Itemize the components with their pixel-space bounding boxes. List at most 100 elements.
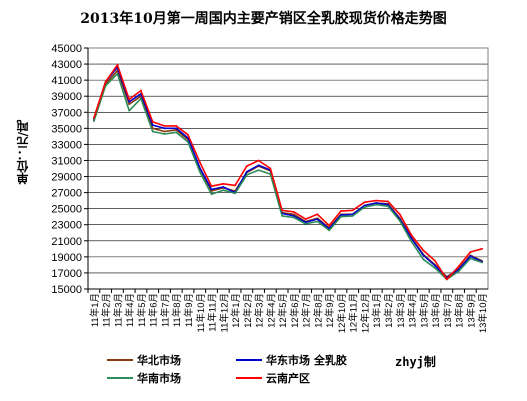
data-point-1 (292, 214, 295, 217)
x-tick-label: 12年7月 (301, 293, 313, 328)
x-tick-label: 12年1月 (230, 293, 242, 328)
data-point-2 (128, 109, 131, 112)
data-point-2 (410, 240, 413, 243)
y-tick-label: 43000 (51, 59, 82, 71)
data-point-3 (316, 213, 319, 216)
x-tick-label: 12年6月 (289, 293, 301, 328)
data-point-2 (269, 173, 272, 176)
data-point-3 (128, 98, 131, 101)
data-point-3 (398, 213, 401, 216)
data-point-2 (316, 220, 319, 223)
legend-label-north: 华北市场 (137, 354, 181, 367)
data-point-3 (257, 159, 260, 162)
data-point-1 (469, 255, 472, 257)
x-tick-label: 13年1月 (371, 293, 383, 328)
data-point-0 (128, 103, 131, 106)
data-point-3 (292, 210, 295, 213)
y-tick-label: 41000 (51, 75, 82, 87)
data-point-2 (198, 170, 201, 173)
y-tick-label: 25000 (51, 204, 82, 216)
y-tick-label: 27000 (51, 188, 82, 200)
data-point-0 (292, 213, 295, 216)
data-point-1 (257, 164, 260, 167)
data-point-3 (410, 234, 413, 237)
chart-title: 2013年10月第一周国内主要产销区全乳胶现货价格走势图 (80, 11, 447, 27)
data-point-3 (434, 259, 436, 262)
data-point-3 (92, 116, 95, 119)
data-point-3 (457, 265, 460, 268)
x-tick-label: 11年9月 (183, 293, 195, 327)
data-point-1 (387, 203, 389, 206)
data-point-3 (151, 121, 154, 123)
data-point-3 (351, 209, 354, 212)
data-point-3 (175, 125, 178, 127)
x-tick-label: 12年2月 (242, 293, 254, 328)
data-point-2 (422, 258, 425, 261)
data-point-2 (140, 97, 142, 100)
data-point-2 (340, 215, 342, 218)
x-tick-label: 13年6月 (430, 293, 442, 328)
data-point-1 (316, 218, 319, 221)
x-tick-label: 13年3月 (395, 293, 407, 328)
data-point-3 (245, 165, 248, 167)
y-tick-label: 33000 (51, 139, 82, 151)
data-point-2 (245, 174, 248, 176)
grid-layer (88, 47, 488, 290)
x-tick-label: 13年2月 (383, 293, 395, 328)
data-point-3 (140, 89, 142, 92)
data-point-2 (281, 214, 284, 217)
data-point-2 (375, 203, 378, 206)
axis-layer: 45000 43000 41000 39000 37000 35000 33000 31000… (51, 43, 489, 333)
legend-label-east: 华东市场 全乳胶 (266, 354, 347, 367)
y-tick-label: 21000 (51, 236, 82, 248)
y-tick-label: 17000 (51, 268, 82, 280)
data-point-2 (257, 169, 260, 172)
x-tick-label: 12年8月 (312, 293, 324, 328)
data-point-2 (163, 133, 166, 135)
x-tick-label: 12年5月 (277, 293, 289, 328)
x-tick-label: 13年9月 (465, 293, 477, 328)
data-point-3 (269, 167, 272, 170)
y-tick-label: 37000 (51, 107, 82, 119)
data-point-3 (469, 251, 472, 253)
plot-frame (87, 47, 489, 290)
x-tick-label: 13年5月 (418, 293, 430, 328)
data-point-2 (387, 205, 389, 208)
x-tick-label: 13年7月 (442, 293, 454, 328)
x-tick-label: 12年11月 (348, 293, 360, 332)
x-tick-label: 11年11月 (207, 293, 219, 332)
data-point-3 (387, 200, 389, 203)
data-point-3 (116, 63, 119, 66)
y-tick-label: 23000 (51, 220, 82, 232)
y-tick-label: 29000 (51, 172, 82, 184)
data-point-3 (363, 201, 366, 204)
legend-item-north: 华北市场 (107, 352, 181, 368)
data-point-2 (151, 130, 154, 133)
data-point-3 (328, 224, 331, 227)
x-tick-label: 12年12月 (359, 293, 371, 333)
data-point-2 (469, 257, 472, 260)
y-tick-label: 19000 (51, 252, 82, 264)
x-tick-label: 11年8月 (171, 293, 183, 327)
legend-item-south: 华南市场 (107, 370, 181, 386)
data-point-3 (163, 125, 166, 127)
data-point-2 (304, 223, 307, 225)
x-tick-label: 11年7月 (159, 293, 171, 327)
x-tick-label: 11年12月 (218, 293, 230, 332)
data-point-3 (234, 184, 236, 187)
data-point-1 (222, 186, 225, 188)
data-point-3 (340, 210, 342, 212)
x-tick-label: 11年1月 (89, 293, 101, 327)
data-point-2 (116, 72, 119, 75)
y-tick-label: 15000 (51, 284, 82, 296)
data-point-2 (92, 120, 95, 123)
data-point-0 (163, 130, 166, 133)
data-point-2 (234, 192, 236, 195)
series-line-1 (93, 66, 483, 279)
x-tick-label: 12年4月 (265, 293, 277, 328)
data-point-3 (281, 209, 284, 212)
legend-label-yunnan: 云南产区 (266, 372, 310, 385)
data-point-1 (363, 204, 366, 207)
data-point-3 (445, 278, 448, 281)
